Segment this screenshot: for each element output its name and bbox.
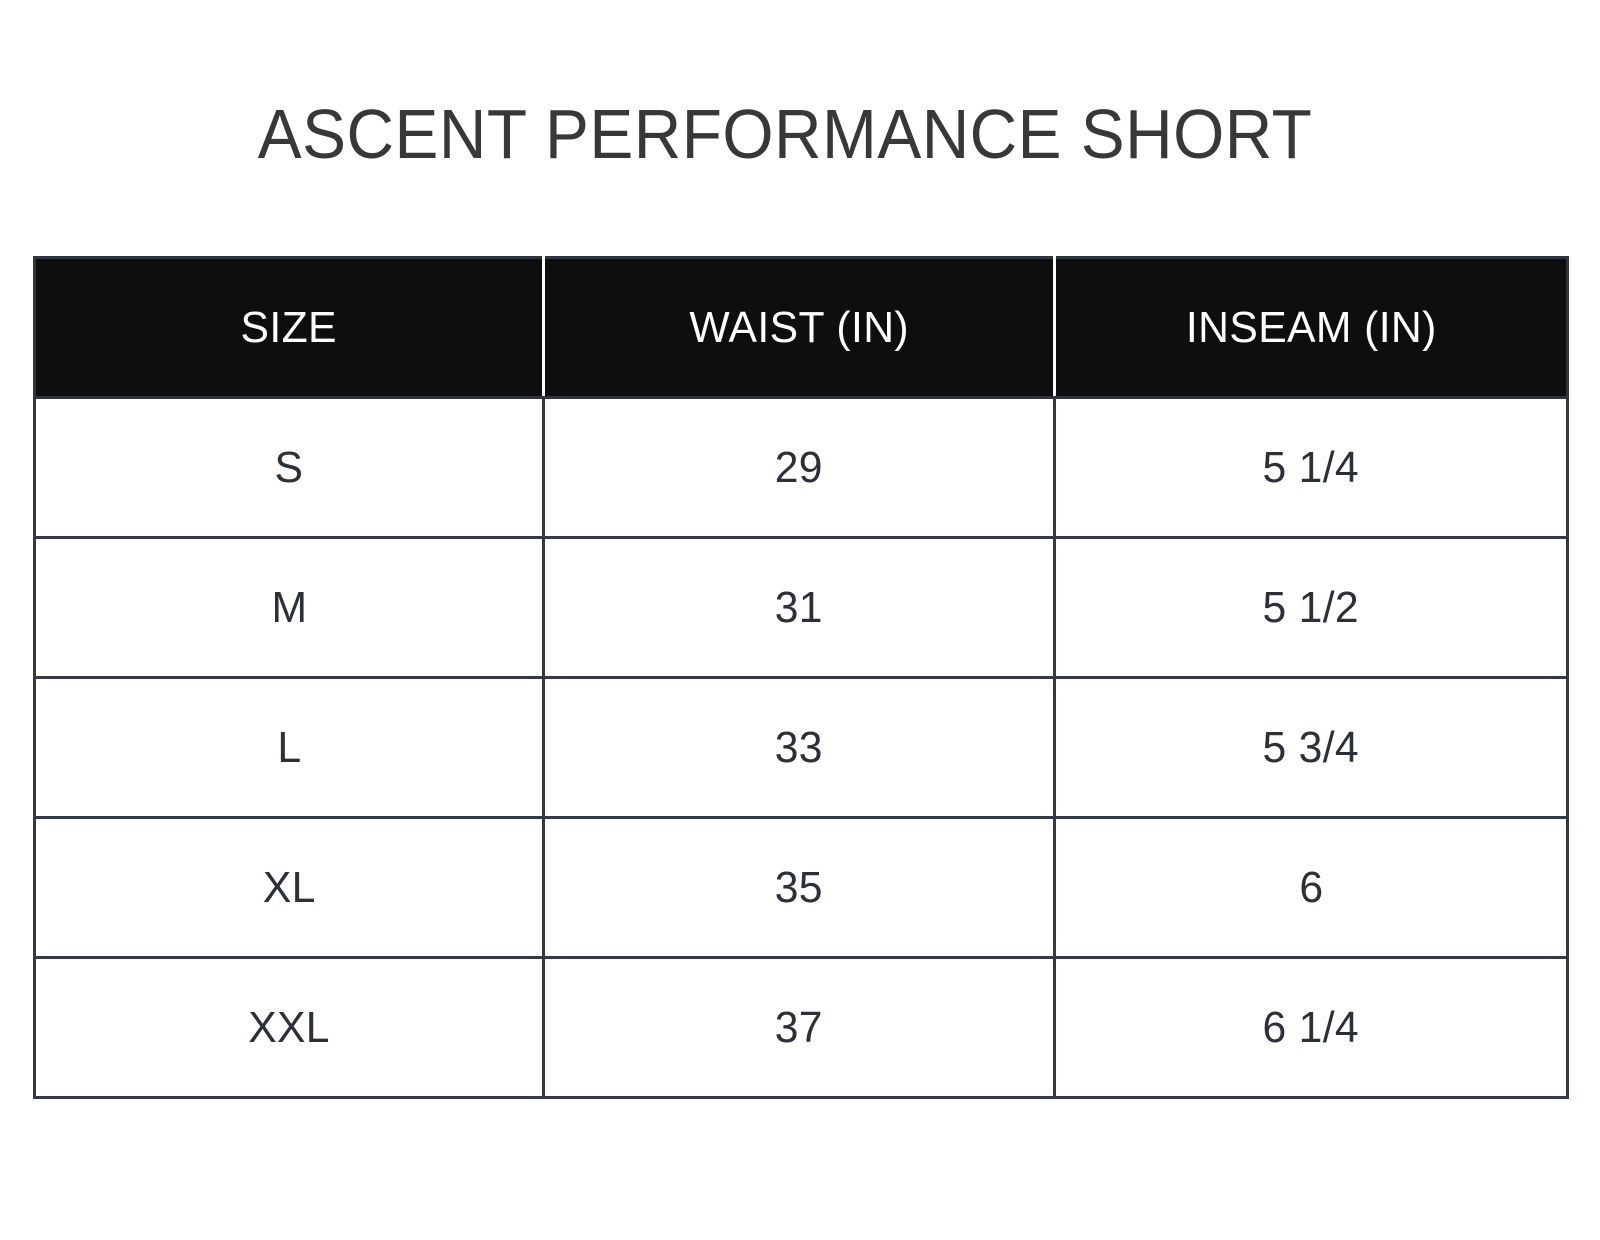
cell-size-value: M	[271, 582, 307, 632]
cell-inseam: 5 1/4	[1053, 396, 1569, 539]
cell-waist: 31	[542, 536, 1056, 679]
size-chart-table: SIZE WAIST (IN) INSEAM (IN) S 29 5 1/4 M…	[33, 256, 1569, 1099]
cell-inseam: 6 1/4	[1053, 956, 1569, 1099]
cell-waist-value: 33	[774, 722, 824, 772]
column-header-size-label: SIZE	[240, 302, 338, 352]
column-header-inseam-label: INSEAM (IN)	[1185, 302, 1437, 352]
cell-waist: 33	[542, 676, 1056, 819]
cell-size-value: XL	[262, 862, 316, 912]
column-header-waist-label: WAIST (IN)	[689, 302, 909, 352]
cell-size-value: S	[274, 442, 304, 492]
table-row: XL 35 6	[33, 816, 1569, 959]
cell-size-value: L	[276, 722, 302, 772]
cell-size: L	[33, 676, 545, 819]
table-row: L 33 5 3/4	[33, 676, 1569, 819]
cell-inseam: 6	[1053, 816, 1569, 959]
cell-inseam: 5 3/4	[1053, 676, 1569, 819]
cell-inseam-value: 5 3/4	[1262, 722, 1360, 772]
table-row: S 29 5 1/4	[33, 396, 1569, 539]
table-header: SIZE WAIST (IN) INSEAM (IN)	[33, 256, 1569, 399]
page-title: ASCENT PERFORMANCE SHORT	[257, 95, 1313, 173]
cell-waist-value: 31	[774, 582, 824, 632]
table-body: S 29 5 1/4 M 31 5 1/2 L 33 5 3/4 XL 35 6…	[33, 396, 1569, 1099]
cell-inseam: 5 1/2	[1053, 536, 1569, 679]
cell-inseam-value: 5 1/2	[1262, 582, 1360, 632]
cell-size: M	[33, 536, 545, 679]
cell-waist-value: 29	[774, 442, 824, 492]
column-header-size: SIZE	[33, 256, 545, 399]
table-row: XXL 37 6 1/4	[33, 956, 1569, 1099]
column-header-waist: WAIST (IN)	[542, 256, 1056, 399]
cell-waist: 35	[542, 816, 1056, 959]
cell-inseam-value: 5 1/4	[1262, 442, 1360, 492]
table-header-row: SIZE WAIST (IN) INSEAM (IN)	[33, 256, 1569, 399]
cell-waist: 29	[542, 396, 1056, 539]
cell-inseam-value: 6	[1298, 862, 1324, 912]
cell-waist-value: 37	[774, 1002, 824, 1052]
cell-size-value: XXL	[248, 1002, 330, 1052]
cell-size: XL	[33, 816, 545, 959]
table-row: M 31 5 1/2	[33, 536, 1569, 679]
cell-waist-value: 35	[774, 862, 824, 912]
cell-size: S	[33, 396, 545, 539]
column-header-inseam: INSEAM (IN)	[1053, 256, 1569, 399]
cell-waist: 37	[542, 956, 1056, 1099]
cell-inseam-value: 6 1/4	[1262, 1002, 1360, 1052]
cell-size: XXL	[33, 956, 545, 1099]
